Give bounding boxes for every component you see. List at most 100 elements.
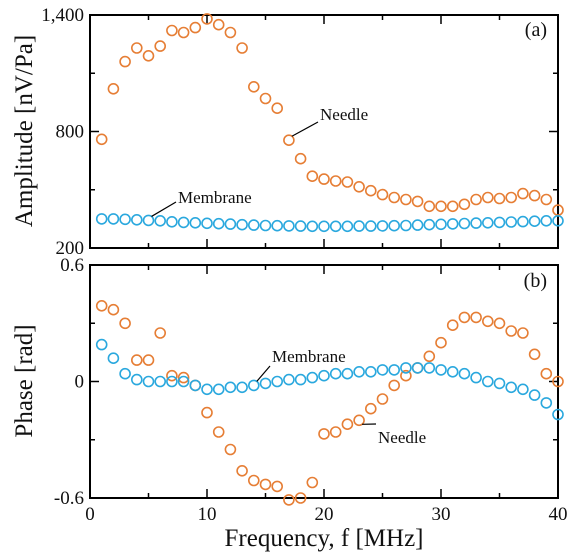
membrane-point: [528, 215, 541, 227]
membrane-point: [95, 213, 108, 225]
membrane-point: [142, 214, 155, 227]
needle-point: [166, 24, 178, 37]
membrane-point: [224, 381, 237, 394]
needle-point: [166, 369, 178, 382]
needle-point: [236, 42, 248, 54]
annotation-label: Needle: [378, 428, 426, 447]
needle-point: [131, 354, 143, 366]
membrane-point: [364, 220, 377, 232]
needle-point: [341, 176, 354, 188]
membrane-point: [388, 364, 401, 376]
needle-point: [248, 81, 260, 93]
needle-point: [505, 191, 518, 204]
membrane-point: [189, 379, 202, 392]
membrane-point: [119, 213, 131, 226]
membrane-point: [458, 217, 471, 230]
needle-point: [493, 317, 506, 330]
needle-point: [142, 49, 155, 62]
membrane-point: [107, 352, 120, 365]
membrane-point: [294, 373, 307, 386]
needle-point: [259, 92, 272, 105]
needle-point: [294, 492, 307, 504]
needle-point: [318, 428, 330, 440]
membrane-point: [388, 219, 401, 232]
panel-a-frame: [89, 14, 559, 249]
needle-point: [423, 200, 436, 213]
needle-point: [177, 26, 190, 39]
needle-point: [95, 133, 108, 146]
membrane-point: [271, 219, 284, 232]
needle-point: [364, 184, 377, 197]
y-tick-label: 0.6: [60, 255, 84, 276]
x-tick-label: 20: [315, 504, 334, 525]
needle-point: [411, 195, 424, 208]
needle-point: [446, 319, 459, 332]
needle-point: [283, 134, 295, 146]
needle-point: [423, 350, 436, 363]
membrane-point: [341, 220, 354, 233]
needle-point: [470, 311, 482, 324]
membrane-point: [306, 371, 319, 384]
x-tick-label: 0: [85, 504, 95, 525]
panel-b-label: (b): [524, 270, 547, 292]
needle-point: [528, 348, 541, 361]
membrane-point: [306, 220, 319, 233]
needle-point: [376, 393, 389, 405]
membrane-point: [283, 373, 295, 386]
needle-point: [517, 187, 529, 200]
annotation-leader-line: [151, 201, 177, 217]
membrane-point: [353, 365, 365, 378]
needle-point: [236, 464, 248, 477]
needle-point: [388, 191, 401, 204]
panel-a-label: (a): [525, 19, 547, 41]
needle-point: [481, 191, 494, 204]
needle-point: [224, 443, 237, 456]
needle-point: [505, 325, 518, 337]
membrane-point: [505, 381, 518, 394]
y-tick-label: 1,400: [41, 5, 84, 26]
membrane-point: [154, 215, 166, 227]
membrane-point: [248, 379, 260, 392]
needle-point: [306, 476, 319, 489]
panel-a-ylabel: Amplitude [nV/Pa]: [11, 35, 38, 227]
membrane-point: [540, 215, 553, 227]
needle-point: [353, 181, 365, 193]
needle-point: [224, 26, 237, 39]
membrane-point: [446, 218, 459, 230]
membrane-point: [166, 375, 178, 388]
needle-point: [458, 311, 471, 324]
membrane-point: [201, 217, 213, 230]
needle-point: [189, 21, 202, 34]
membrane-point: [341, 367, 354, 380]
membrane-point: [493, 377, 506, 390]
membrane-point: [248, 219, 260, 231]
needle-point: [481, 315, 494, 328]
needle-point: [294, 152, 307, 165]
membrane-point: [400, 219, 412, 232]
needle-point: [329, 175, 342, 187]
x-tick-label: 30: [432, 504, 451, 525]
membrane-point: [411, 362, 424, 374]
needle-point: [400, 193, 412, 206]
needle-point: [540, 367, 553, 380]
annotation-label: Membrane: [178, 188, 252, 207]
needle-point: [400, 369, 412, 382]
membrane-point: [552, 215, 564, 227]
needle-point: [470, 193, 482, 206]
membrane-point: [177, 216, 190, 229]
membrane-point: [470, 217, 482, 229]
needle-point: [271, 480, 284, 493]
needle-point: [306, 170, 319, 182]
membrane-point: [236, 381, 248, 394]
membrane-point: [236, 218, 248, 231]
panel-b: (b) Phase [rad] -0.600.60 10 20 30 40 Membra…: [11, 255, 568, 525]
membrane-point: [212, 383, 225, 396]
y-tick-label: 200: [56, 238, 85, 259]
needle-point: [177, 371, 190, 384]
needle-point: [271, 102, 284, 114]
membrane-point: [435, 218, 447, 231]
membrane-point: [131, 373, 143, 386]
membrane-point: [505, 216, 518, 228]
membrane-point: [517, 383, 529, 396]
membrane-point: [271, 375, 284, 388]
